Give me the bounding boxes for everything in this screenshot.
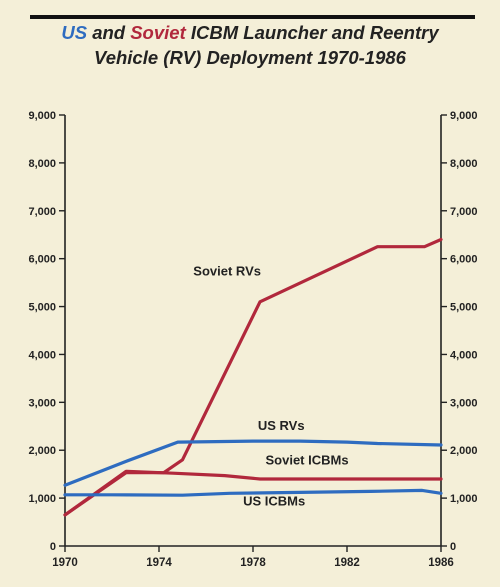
y-tick-label-left: 3,000 (28, 397, 56, 409)
y-tick-label-left: 1,000 (28, 493, 56, 505)
title-line-2: Vehicle (RV) Deployment 1970-1986 (94, 47, 406, 68)
x-tick-label: 1978 (240, 557, 266, 569)
series-label: Soviet RVs (193, 263, 261, 278)
x-tick-label: 1974 (146, 557, 172, 569)
title-soviet: Soviet (130, 22, 186, 43)
series-label: US ICBMs (243, 493, 305, 508)
series-line-us-icbms (63, 488, 443, 497)
y-tick-label-right: 7,000 (450, 206, 478, 218)
title-and: and (92, 22, 126, 43)
y-tick-label-right: 5,000 (450, 302, 478, 314)
y-tick-label-right: 2,000 (450, 445, 478, 457)
y-tick-label-right: 4,000 (450, 349, 478, 361)
y-tick-label-left: 7,000 (28, 206, 56, 218)
y-tick-label-right: 8,000 (450, 158, 478, 170)
x-tick-label: 1982 (334, 557, 360, 569)
y-tick-label-left: 4,000 (28, 349, 56, 361)
series-label: US RVs (258, 418, 305, 433)
title-line-1: US and Soviet ICBM Launcher and Reentry (0, 20, 500, 45)
y-tick-label-left: 9,000 (28, 110, 56, 122)
y-tick-label-right: 9,000 (450, 110, 478, 122)
series-label: Soviet ICBMs (266, 453, 349, 468)
y-tick-label-left: 8,000 (28, 158, 56, 170)
y-tick-label-right: 3,000 (450, 397, 478, 409)
y-tick-label-right: 0 (450, 541, 456, 553)
series-line-us-rvs (63, 439, 443, 487)
chart-title: US and Soviet ICBM Launcher and Reentry … (0, 20, 500, 70)
y-tick-label-left: 0 (50, 541, 56, 553)
title-rule (30, 15, 475, 19)
y-tick-label-left: 2,000 (28, 445, 56, 457)
y-tick-label-right: 6,000 (450, 254, 478, 266)
y-tick-label-right: 1,000 (450, 493, 478, 505)
x-tick-label: 1986 (428, 557, 454, 569)
x-tick-label: 1970 (52, 557, 78, 569)
series-line-soviet-icbms (63, 469, 443, 517)
title-us: US (61, 22, 88, 43)
title-line-1-rest: ICBM Launcher and Reentry (190, 22, 439, 43)
y-tick-label-left: 6,000 (28, 254, 56, 266)
y-tick-label-left: 5,000 (28, 302, 56, 314)
